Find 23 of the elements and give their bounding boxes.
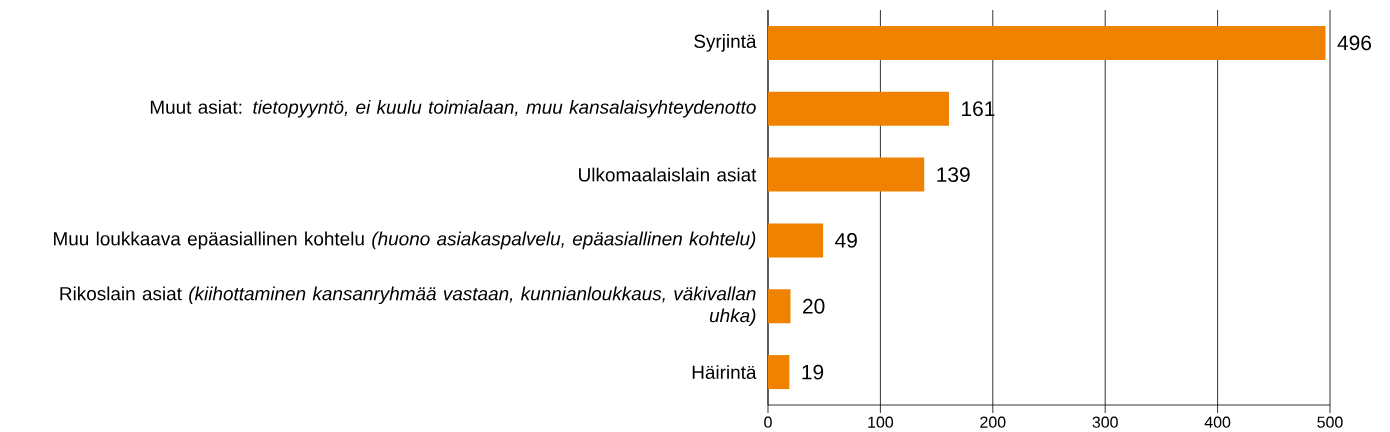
y-tick-label: Syrjintä [694,34,757,52]
y-tick-label: Muu loukkaava epäasiallinen kohtelu (huono asiakaspalvelu, epäasiallinen kohtelu) [54,231,756,250]
y-tick-label: Muut asiat: tietopyyntö, ei kuulu toimialaan, muu kansalaisyhteydenotto [150,99,756,118]
x-tick-label: 300 [1092,416,1118,428]
data-label: 139 [937,167,970,182]
x-tick-label: 400 [1204,416,1231,428]
x-tick-label: 0 [764,416,772,428]
data-label: 49 [835,233,857,248]
x-tick-label: 500 [1317,416,1343,428]
bar [768,355,790,390]
data-label: 19 [802,364,824,380]
y-tick-label: Häirintä [692,365,757,380]
y-tick-label: Ulkomaalaislain asiat [579,167,757,182]
bar [768,223,824,258]
data-label: 20 [803,298,825,314]
x-tick-label: 200 [980,416,1006,428]
bar [768,25,1326,60]
bar [768,91,949,126]
bar [768,289,791,324]
y-tick-label: Rikoslain asiat (kiihottaminen kansanryhmää vastaan, kunnianloukkaus, väkivallan uhka) [60,286,756,327]
x-tick-label: 100 [868,416,894,428]
bar [768,157,925,192]
data-label: 496 [1337,35,1372,51]
